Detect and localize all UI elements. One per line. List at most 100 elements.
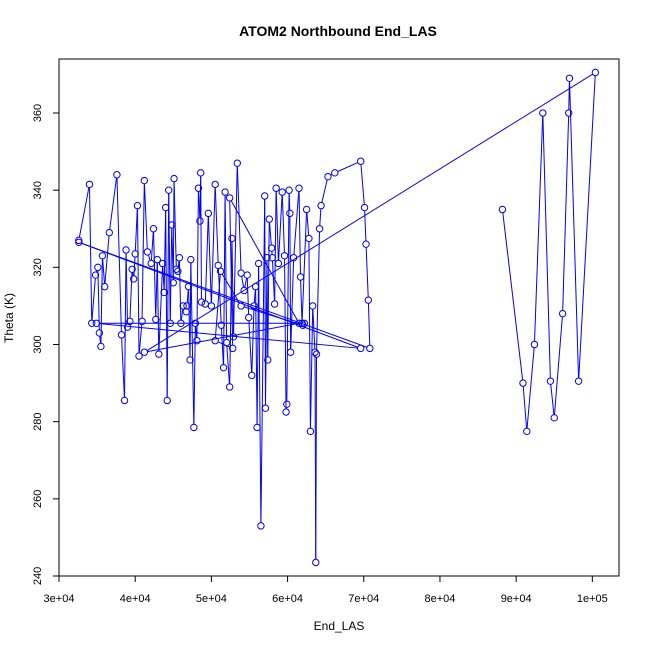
series-segment	[321, 179, 328, 203]
series-segment	[204, 216, 209, 301]
data-point	[168, 221, 176, 229]
series-segment	[138, 324, 143, 353]
data-point	[233, 159, 241, 167]
series-segment	[260, 199, 266, 523]
x-tick-label: 4e+04	[120, 593, 151, 605]
data-point	[166, 319, 174, 327]
series-segment	[147, 323, 296, 353]
data-point	[194, 184, 203, 192]
series-segment	[281, 195, 285, 253]
series-segment	[578, 75, 596, 378]
data-point	[105, 228, 113, 237]
series-segment	[116, 177, 122, 332]
series-segment	[241, 276, 245, 288]
series-segment	[269, 222, 272, 245]
series-segment	[91, 278, 96, 321]
x-tick-label: 9e+04	[501, 593, 532, 605]
data-point	[523, 427, 531, 436]
data-point	[75, 236, 83, 245]
y-tick-label: 340	[32, 181, 44, 199]
series-segment	[125, 253, 129, 324]
data-point	[88, 319, 96, 327]
series-segment	[244, 306, 300, 325]
series-segment	[99, 336, 102, 344]
data-point	[295, 319, 303, 327]
data-point	[253, 423, 261, 432]
data-point	[120, 396, 129, 405]
data-point	[128, 265, 136, 273]
data-point	[175, 253, 184, 262]
series-segment	[100, 258, 103, 344]
series-segment	[306, 212, 310, 236]
data-point	[268, 253, 277, 262]
series-segment	[290, 260, 295, 350]
series-segment	[337, 162, 358, 172]
series-segment	[180, 309, 184, 321]
data-point	[306, 427, 315, 436]
data-point	[263, 253, 271, 262]
series-segment	[522, 386, 528, 429]
data-point	[331, 169, 339, 177]
series-segment	[264, 199, 266, 405]
plot-frame	[58, 58, 620, 577]
series-segment	[502, 212, 524, 380]
data-point	[243, 271, 251, 279]
series-segment	[300, 280, 303, 321]
data-point	[219, 363, 228, 372]
series-segment	[172, 181, 175, 280]
data-point	[362, 240, 370, 248]
y-axis: 240 260 280 300 320 340 360	[32, 104, 59, 585]
data-point	[360, 203, 369, 212]
series-segment	[220, 328, 224, 365]
series-segment	[286, 193, 290, 402]
data-point	[140, 176, 149, 185]
series-segment	[569, 81, 580, 378]
series-segment	[226, 345, 230, 384]
series-segment	[200, 176, 202, 299]
series-segment	[289, 216, 292, 350]
series-segment	[246, 278, 250, 315]
data-point	[237, 269, 245, 277]
series-segment	[256, 266, 260, 425]
series-segment	[132, 272, 134, 276]
data-point	[135, 352, 143, 360]
data-point	[174, 267, 182, 275]
series-segment	[315, 357, 318, 560]
series-segment	[129, 272, 133, 319]
series-segment	[78, 187, 90, 238]
series-segment	[143, 183, 148, 249]
data-point	[248, 371, 256, 380]
series-segment	[301, 212, 307, 321]
chart-title: ATOM2 Northbound End_LAS	[239, 23, 437, 39]
data-point	[254, 259, 263, 268]
y-axis-label: Theta (K)	[2, 293, 16, 343]
data-point	[311, 348, 319, 356]
data-point	[140, 348, 149, 356]
data-point	[158, 259, 167, 268]
data-point	[196, 217, 204, 225]
data-point	[216, 267, 225, 275]
data-point	[285, 186, 293, 194]
data-point	[153, 255, 161, 264]
data-point	[91, 271, 100, 279]
series-segment	[360, 164, 365, 205]
data-point	[193, 336, 201, 345]
data-point	[229, 344, 237, 353]
series-segment	[271, 260, 275, 301]
series-segment	[214, 187, 219, 263]
data-point	[131, 250, 139, 258]
x-tick-label: 5e+04	[196, 593, 227, 605]
data-point	[149, 225, 158, 233]
series-segment	[223, 195, 226, 365]
data-point	[95, 329, 104, 337]
data-point	[113, 171, 121, 179]
data-point	[289, 253, 298, 262]
series-segment	[81, 242, 358, 348]
x-axis: 3e+04 4e+04 5e+04 6e+04 7e+04 8e+04 9e+04 1e+05	[44, 576, 608, 605]
data-point	[228, 234, 236, 243]
data-point	[295, 184, 303, 192]
data-point	[300, 319, 309, 327]
series-segment	[158, 266, 163, 351]
data-point	[92, 319, 101, 327]
